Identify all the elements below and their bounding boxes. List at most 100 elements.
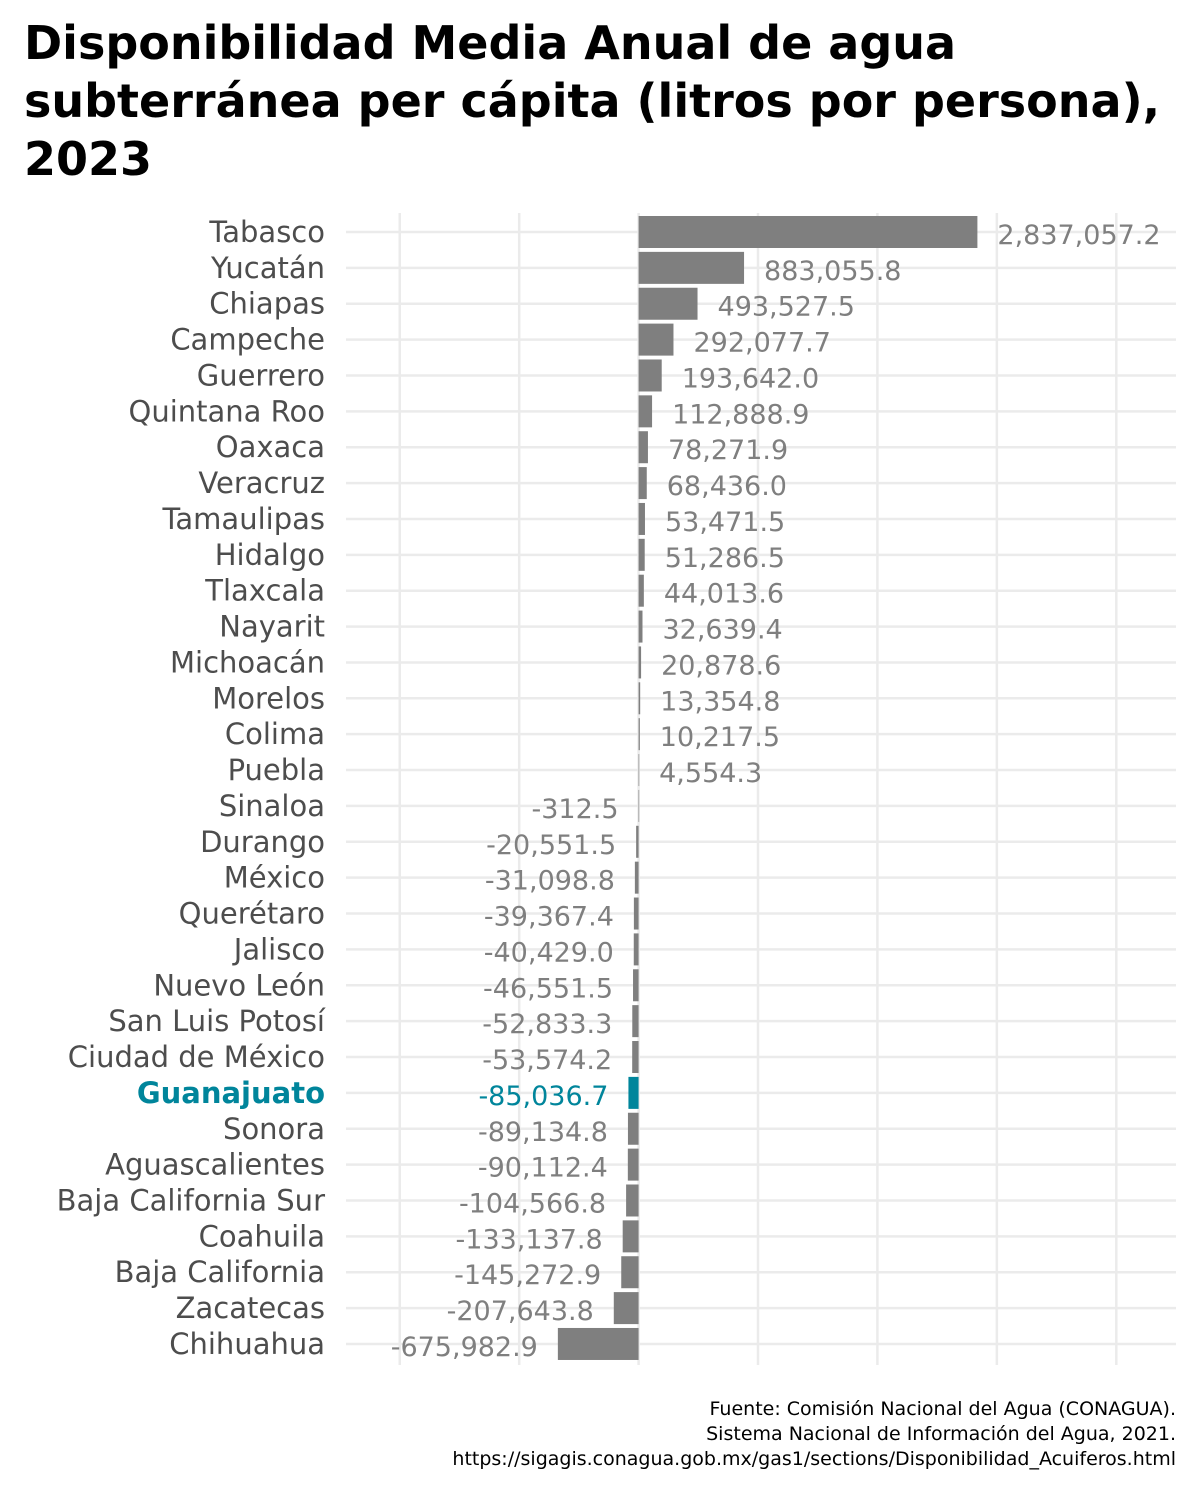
bar-durango — [636, 825, 639, 858]
category-label: Nuevo León — [153, 968, 325, 1002]
category-label: Tabasco — [208, 215, 325, 249]
caption-line: Fuente: Comisión Nacional del Agua (CONA… — [709, 1398, 1176, 1420]
value-label: 32,639.4 — [662, 615, 782, 646]
category-label: Tamaulipas — [162, 502, 326, 536]
category-label: Campeche — [170, 323, 325, 357]
bar-san-luis-potosí — [632, 1005, 639, 1038]
caption-line: https://sigagis.conagua.gob.mx/gas1/sect… — [452, 1448, 1176, 1470]
bar-tamaulipas — [638, 502, 645, 535]
bar-oaxaca — [638, 431, 648, 464]
bar-baja-california-sur — [626, 1184, 639, 1217]
bar-querétaro — [633, 897, 639, 930]
category-label: Baja California Sur — [57, 1183, 325, 1217]
category-label: Chihuahua — [169, 1327, 325, 1361]
bar-guerrero — [638, 359, 662, 392]
value-label: -133,137.8 — [456, 1224, 603, 1255]
category-label: Guerrero — [197, 358, 325, 392]
caption-line: Sistema Nacional de Información del Agua… — [706, 1423, 1176, 1445]
value-label: -52,833.3 — [482, 1009, 612, 1040]
category-label: Hidalgo — [215, 538, 325, 572]
bar-chiapas — [638, 287, 698, 320]
value-label: 493,527.5 — [718, 292, 855, 323]
bar-ciudad-de-méxico — [632, 1041, 639, 1074]
bar-zacatecas — [613, 1292, 639, 1325]
category-label: Sonora — [223, 1112, 325, 1146]
category-label: Sinaloa — [219, 789, 325, 823]
value-label: -46,551.5 — [483, 973, 613, 1004]
bar-colima — [638, 718, 640, 751]
value-label: 20,878.6 — [661, 650, 781, 681]
bar-quintana-roo — [638, 395, 653, 428]
category-label: Colima — [225, 717, 325, 751]
bar-coahuila — [622, 1220, 639, 1253]
category-label: Baja California — [115, 1255, 325, 1289]
category-label: Coahuila — [199, 1219, 325, 1253]
value-label: -145,272.9 — [454, 1260, 601, 1291]
category-label: Durango — [200, 825, 325, 859]
bar-sonora — [627, 1112, 639, 1145]
value-label: -675,982.9 — [391, 1332, 538, 1363]
value-label: -104,566.8 — [459, 1188, 606, 1219]
value-label: -39,367.4 — [484, 902, 614, 933]
category-label: Tlaxcala — [204, 574, 325, 608]
category-label: Oaxaca — [216, 430, 325, 464]
category-label: Jalisco — [232, 932, 325, 966]
category-label: Veracruz — [198, 466, 325, 500]
bar-guanajuato — [628, 1076, 639, 1109]
value-label: -312.5 — [532, 794, 619, 825]
value-label: -20,551.5 — [486, 830, 616, 861]
bar-méxico — [634, 861, 639, 894]
bar-aguascalientes — [627, 1148, 639, 1181]
value-label: -207,643.8 — [447, 1296, 594, 1327]
category-label: Quintana Roo — [129, 394, 326, 428]
category-label: Querétaro — [179, 897, 325, 931]
category-label: Nayarit — [219, 610, 325, 644]
value-label: 78,271.9 — [668, 435, 788, 466]
bar-morelos — [638, 682, 641, 715]
category-label: Puebla — [228, 753, 325, 787]
value-label: 44,013.6 — [664, 579, 784, 610]
bar-veracruz — [638, 467, 647, 500]
value-label: 292,077.7 — [693, 328, 830, 359]
bar-hidalgo — [638, 538, 645, 571]
value-label: 53,471.5 — [665, 507, 785, 538]
value-label: 883,055.8 — [764, 256, 901, 287]
bar-chihuahua — [557, 1327, 639, 1360]
bar-nayarit — [638, 610, 643, 643]
bar-jalisco — [633, 933, 639, 966]
value-label: 13,354.8 — [660, 686, 780, 717]
category-labels: TabascoYucatánChiapasCampecheGuerreroQui… — [57, 215, 326, 1361]
bar-sinaloa — [638, 789, 640, 822]
value-label: -89,134.8 — [478, 1117, 608, 1148]
category-label: Morelos — [212, 681, 325, 715]
bar-nuevo-león — [633, 969, 639, 1002]
value-labels: 2,837,057.2 883,055.8 493,527.5 292,077.7 19… — [391, 220, 1161, 1363]
value-label: 112,888.9 — [672, 399, 809, 430]
bar-tabasco — [638, 216, 978, 248]
source-caption: Fuente: Comisión Nacional del Agua (CONA… — [452, 1397, 1176, 1472]
value-label: 193,642.0 — [682, 363, 819, 394]
category-label: Michoacán — [170, 645, 325, 679]
category-label: Chiapas — [209, 287, 325, 321]
bar-yucatán — [638, 251, 745, 284]
bar-tlaxcala — [638, 574, 644, 607]
category-label: Aguascalientes — [105, 1148, 325, 1182]
category-label: México — [224, 861, 325, 895]
value-label: 51,286.5 — [665, 543, 785, 574]
category-label: Yucatán — [210, 251, 325, 285]
value-label: 4,554.3 — [659, 758, 762, 789]
bar-campeche — [638, 323, 674, 356]
bar-chart: TabascoYucatánChiapasCampecheGuerreroQui… — [57, 213, 1176, 1365]
value-label: -40,429.0 — [484, 937, 614, 968]
bar-baja-california — [621, 1256, 639, 1289]
category-label: San Luis Potosí — [108, 1004, 326, 1038]
value-label: -85,036.7 — [478, 1081, 608, 1112]
category-label: Ciudad de México — [68, 1040, 325, 1074]
bar-michoacán — [638, 646, 642, 679]
value-label: -31,098.8 — [485, 866, 615, 897]
bar-puebla — [638, 754, 640, 787]
value-label: -90,112.4 — [478, 1153, 608, 1184]
category-label: Zacatecas — [176, 1291, 325, 1325]
value-label: -53,574.2 — [482, 1045, 612, 1076]
value-label: 10,217.5 — [660, 722, 780, 753]
